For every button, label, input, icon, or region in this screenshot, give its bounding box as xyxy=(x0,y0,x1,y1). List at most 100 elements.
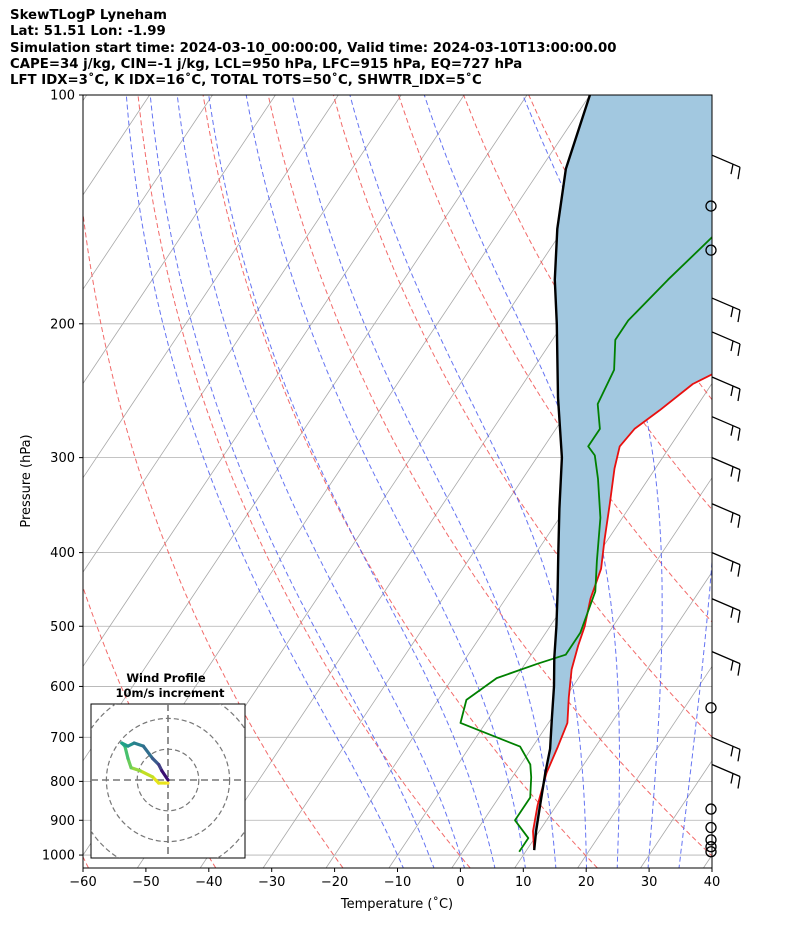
wind-barb xyxy=(711,154,741,180)
dry-adiabat xyxy=(332,95,712,738)
wind-barb xyxy=(711,763,741,789)
wind-barb-flag xyxy=(737,428,741,441)
wind-barb-flag xyxy=(737,167,741,180)
x-tick-label: 40 xyxy=(704,875,721,890)
wind-barb-flag xyxy=(737,309,741,323)
location-line: Lat: 51.51 Lon: -1.99 xyxy=(10,24,166,40)
dry-adiabat xyxy=(137,95,471,868)
wind-barb xyxy=(711,416,741,441)
dry-adiabat xyxy=(83,855,89,868)
dewpoint-line xyxy=(459,236,712,853)
wind-barb-flag xyxy=(730,773,734,784)
calm-wind-circle xyxy=(705,200,717,212)
x-tick-label: 20 xyxy=(578,875,595,890)
wind-barb xyxy=(711,598,741,623)
profile-lines-layer xyxy=(459,95,712,853)
hodograph-segment xyxy=(160,769,170,782)
temperature-line xyxy=(532,373,712,849)
x-tick-label: −20 xyxy=(321,875,348,890)
calm-wind-circle xyxy=(705,821,717,834)
wind-barb xyxy=(711,376,741,402)
isotherm-gridline xyxy=(703,854,712,868)
isotherm-gridline xyxy=(83,95,402,573)
y-tick-label: 300 xyxy=(50,451,75,466)
hodograph-segment xyxy=(123,744,130,761)
hodograph-segment xyxy=(132,741,145,748)
cape-shading xyxy=(533,95,712,851)
wind-barb-shaft xyxy=(711,331,741,345)
y-tick-label: 1000 xyxy=(42,849,75,864)
hodograph-subtitle: 10m/s increment xyxy=(116,686,225,700)
wind-barb-flag xyxy=(730,425,734,436)
y-tick-label: 700 xyxy=(50,731,75,746)
y-tick-label: 200 xyxy=(50,317,75,332)
wind-barb xyxy=(711,552,741,577)
wind-barb-shaft xyxy=(711,651,741,665)
hodograph-title: Wind Profile xyxy=(126,671,206,685)
wind-barb-shaft xyxy=(711,736,741,750)
hodograph-segment xyxy=(129,766,142,773)
y-tick-label: 600 xyxy=(50,680,75,695)
wind-barb-flag xyxy=(737,515,741,528)
isotherm-gridline xyxy=(451,477,712,868)
x-tick-label: −60 xyxy=(69,875,96,890)
y-tick-label: 100 xyxy=(50,89,75,104)
x-tick-label: −40 xyxy=(195,875,222,890)
x-tick-label: −30 xyxy=(258,875,285,890)
y-tick-label: 400 xyxy=(50,546,75,561)
wind-barb-shaft xyxy=(711,376,741,390)
moist-adiabat xyxy=(245,95,526,868)
wind-barb-shaft xyxy=(711,297,741,311)
wind-barb xyxy=(711,297,741,323)
wind-barb-flag xyxy=(737,469,741,482)
axes-layer: −60 −50 −40 −30 −20 −10 0 10 20 30 40 100 200 300 400 5… xyxy=(42,89,720,891)
x-tick-label: 10 xyxy=(515,875,532,890)
moist-adiabat xyxy=(208,95,496,868)
wind-barb-shaft xyxy=(711,416,741,430)
isotherm-gridline xyxy=(577,665,712,868)
moist-adiabat xyxy=(651,95,712,868)
moist-adiabat xyxy=(149,95,435,868)
wind-barb-flag xyxy=(737,749,741,762)
dry-adiabat xyxy=(202,95,598,868)
isotherm-gridline xyxy=(83,95,276,385)
wind-barb-flag xyxy=(737,343,741,357)
calm-wind-circle xyxy=(705,803,717,815)
parcel-line xyxy=(533,95,592,851)
moist-adiabat xyxy=(349,95,587,868)
hodograph-segment xyxy=(126,756,133,770)
y-tick-label: 500 xyxy=(50,620,75,635)
y-tick-label: 800 xyxy=(50,775,75,790)
isotherm-gridline xyxy=(83,95,339,479)
calm-wind-circle xyxy=(705,244,717,256)
wind-barb-flag xyxy=(730,607,734,618)
hodograph-segment xyxy=(141,744,155,761)
calm-wind-circle xyxy=(705,841,717,853)
calm-wind-circle xyxy=(705,846,717,858)
indices-line-1: CAPE=34 j/kg, CIN=-1 j/kg, LCL=950 hPa, … xyxy=(10,56,523,72)
x-tick-label: −50 xyxy=(132,875,159,890)
wind-barb xyxy=(711,736,741,762)
wind-barb-flag xyxy=(730,340,734,352)
isotherm-gridline xyxy=(83,95,88,102)
wind-barb-flag xyxy=(730,385,734,397)
cape-shading-layer xyxy=(533,95,712,851)
hodograph-plot xyxy=(91,704,245,858)
chart-header: SkewTLogP Lyneham Lat: 51.51 Lon: -1.99 … xyxy=(10,8,617,89)
isotherm-gridline xyxy=(83,95,528,762)
wind-barb xyxy=(711,331,741,357)
moist-adiabat xyxy=(125,95,404,868)
wind-barb-shaft xyxy=(711,154,741,168)
hodograph-segment xyxy=(138,769,155,779)
wind-barb-shaft xyxy=(711,503,741,517)
chart-title: SkewTLogP Lyneham xyxy=(10,8,167,23)
x-axis-label: Temperature (˚C) xyxy=(340,896,453,912)
wind-barb-flag xyxy=(737,388,741,402)
wind-barb-flag xyxy=(730,164,734,175)
isotherm-gridline xyxy=(83,95,213,290)
x-tick-label: 0 xyxy=(456,875,464,890)
moist-adiabat xyxy=(176,95,466,868)
time-line: Simulation start time: 2024-03-10_00:00:… xyxy=(10,40,617,56)
wind-barb-flag xyxy=(730,746,734,757)
